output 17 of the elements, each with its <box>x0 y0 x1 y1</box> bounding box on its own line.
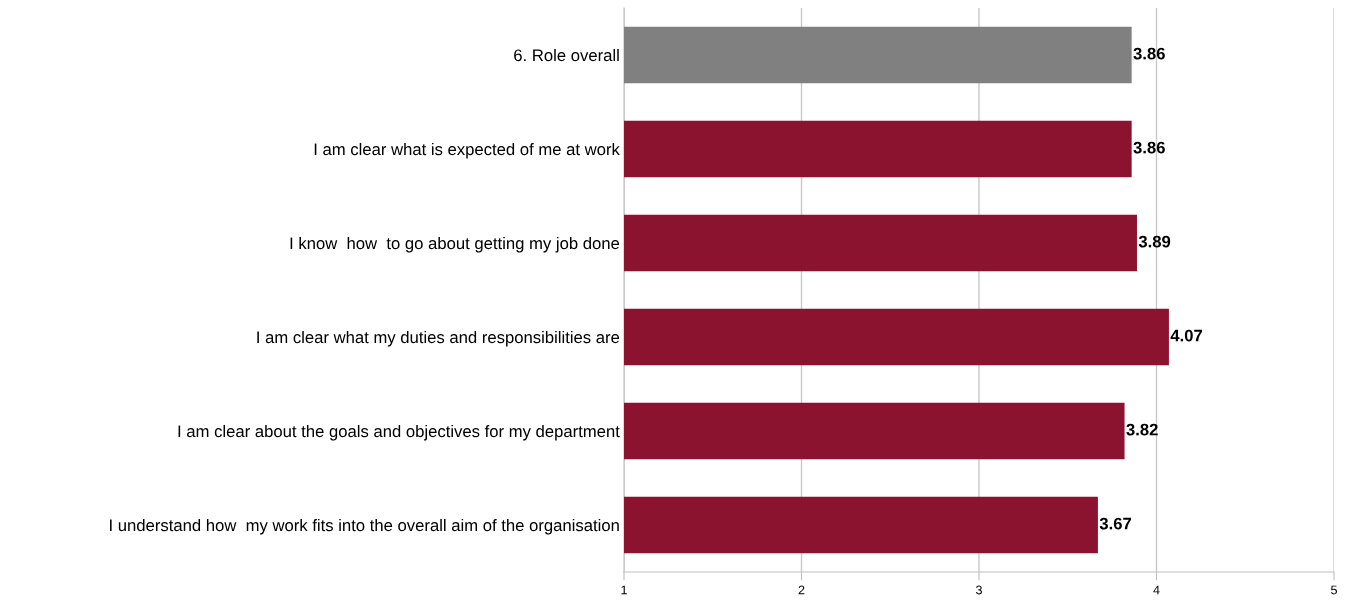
data-label: 4.07 <box>1170 329 1203 342</box>
x-tick-label: 4 <box>1153 585 1160 595</box>
y-tick-label: I understand how my work fits into the overall aim of the organisation <box>110 518 619 535</box>
y-tick-label: I am clear about the goals and objectives for my department <box>178 424 620 441</box>
y-tick-label: 6. Role overall <box>514 48 619 62</box>
x-tick-label: 3 <box>976 585 982 595</box>
x-tick-label: 1 <box>621 585 627 595</box>
data-label: 3.67 <box>1099 517 1132 530</box>
y-tick-label: I know how to go about getting my job done <box>290 236 620 253</box>
data-label: 3.86 <box>1133 141 1165 154</box>
y-tick-label: I am clear what my duties and responsibilities are <box>257 330 620 347</box>
y-tick-label: I am clear what is expected of me at work <box>314 142 620 159</box>
data-label: 3.86 <box>1133 47 1165 60</box>
x-tick-label: 2 <box>798 585 805 595</box>
x-tick-label: 5 <box>1331 585 1337 595</box>
data-label: 3.89 <box>1138 235 1171 248</box>
data-label: 3.82 <box>1126 423 1158 436</box>
